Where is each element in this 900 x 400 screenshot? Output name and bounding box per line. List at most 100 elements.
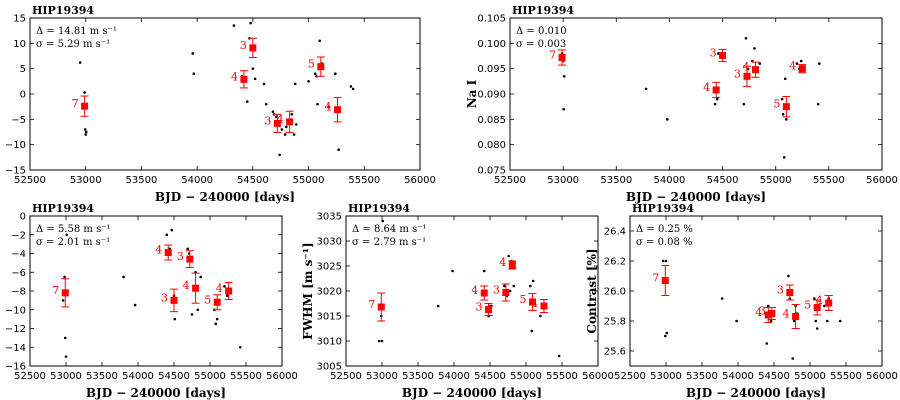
raw-data-point bbox=[661, 259, 665, 263]
binned-data-point bbox=[825, 299, 833, 307]
y-tick-label: 0.100 bbox=[477, 39, 506, 50]
y-tick-label: 3015 bbox=[317, 312, 342, 323]
raw-data-point bbox=[327, 105, 330, 108]
delta-annotation: Δ = 8.64 m s⁻¹ bbox=[352, 224, 426, 235]
raw-data-point bbox=[63, 336, 67, 340]
raw-data-point bbox=[190, 313, 194, 316]
raw-data-point bbox=[83, 91, 86, 94]
raw-data-point bbox=[191, 52, 194, 55]
bin-count-label: 3 bbox=[161, 291, 168, 304]
y-tick-label: 26.4 bbox=[604, 227, 626, 238]
bin-count-label: 3 bbox=[777, 284, 784, 297]
raw-data-point bbox=[196, 308, 200, 312]
bin-count-label: 4 bbox=[231, 70, 238, 83]
binned-data-point bbox=[508, 261, 516, 269]
raw-data-point bbox=[785, 118, 788, 121]
y-tick-label: −8 bbox=[11, 287, 26, 298]
y-tick-label: 15 bbox=[13, 14, 26, 25]
y-tick-label: 0.075 bbox=[477, 166, 506, 177]
raw-data-point bbox=[813, 297, 816, 300]
binned-data-point bbox=[192, 284, 200, 292]
raw-data-point bbox=[63, 275, 66, 279]
raw-data-point bbox=[214, 322, 218, 326]
raw-data-point bbox=[307, 80, 310, 83]
raw-data-point bbox=[78, 61, 82, 64]
raw-data-point bbox=[292, 133, 296, 136]
raw-data-point bbox=[529, 284, 532, 288]
y-tick-label: −2 bbox=[11, 230, 26, 241]
raw-data-point bbox=[436, 304, 440, 308]
x-tick-label: 54500 bbox=[758, 371, 790, 382]
raw-data-point bbox=[562, 74, 566, 78]
raw-data-point bbox=[508, 289, 512, 293]
x-tick-label: 54000 bbox=[722, 371, 754, 382]
raw-data-point bbox=[186, 247, 189, 251]
x-tick-label: 52500 bbox=[330, 371, 362, 382]
binned-data-point bbox=[377, 303, 385, 311]
y-tick-label: 0.095 bbox=[477, 64, 506, 75]
binned-data-point bbox=[743, 72, 751, 80]
panel-contrast: 52500 53000 53500 54000 54500 55000 55500 56000… bbox=[585, 202, 898, 400]
raw-data-point bbox=[482, 269, 486, 273]
x-tick-label: 52500 bbox=[494, 175, 526, 186]
x-tick-label: 55000 bbox=[510, 371, 542, 382]
raw-data-point bbox=[742, 102, 746, 106]
chart-title: HIP19394 bbox=[512, 4, 574, 17]
delta-annotation: Δ = 0.25 % bbox=[636, 224, 693, 235]
binned-data-point bbox=[286, 118, 294, 126]
raw-data-point bbox=[715, 97, 719, 101]
y-tick-label: 3025 bbox=[317, 262, 342, 273]
raw-data-point bbox=[377, 339, 381, 343]
bin-count-label: 3 bbox=[177, 250, 184, 263]
y-axis-label: Contrast [%] bbox=[585, 248, 599, 333]
raw-data-point bbox=[271, 110, 275, 114]
y-tick-label: −10 bbox=[5, 305, 26, 316]
y-tick-label: 3035 bbox=[317, 212, 342, 223]
binned-data-point bbox=[81, 102, 89, 110]
raw-data-point bbox=[530, 329, 534, 333]
raw-data-point bbox=[799, 59, 803, 63]
binned-data-point bbox=[782, 103, 790, 111]
raw-data-point bbox=[451, 269, 454, 273]
raw-data-point bbox=[83, 128, 87, 131]
x-tick-label: 55500 bbox=[230, 371, 262, 382]
chart-title: HIP19394 bbox=[32, 202, 94, 215]
binned-data-point bbox=[249, 44, 257, 52]
binned-data-point bbox=[752, 66, 760, 74]
binned-data-point bbox=[480, 289, 488, 297]
bin-count-label: 3 bbox=[710, 46, 717, 59]
raw-data-point bbox=[245, 100, 249, 103]
raw-data-point bbox=[349, 85, 353, 88]
raw-data-point bbox=[199, 275, 202, 279]
x-tick-label: 52500 bbox=[614, 371, 646, 382]
raw-data-point bbox=[334, 72, 337, 76]
bin-count-label: 5 bbox=[308, 58, 315, 71]
bin-count-label: 5 bbox=[804, 299, 811, 312]
delta-annotation: Δ = 0.010 bbox=[516, 26, 567, 37]
raw-data-point bbox=[264, 102, 268, 106]
y-tick-label: 3005 bbox=[317, 362, 342, 373]
binned-data-point bbox=[764, 311, 772, 319]
binned-data-point bbox=[225, 287, 233, 295]
raw-data-point bbox=[769, 319, 773, 323]
bin-count-label: 4 bbox=[743, 61, 750, 74]
y-tick-label: −4 bbox=[11, 249, 26, 260]
x-tick-label: 53500 bbox=[402, 371, 434, 382]
raw-data-point bbox=[666, 118, 669, 121]
y-tick-label: −10 bbox=[5, 140, 26, 151]
bin-count-label: 4 bbox=[183, 279, 190, 292]
y-tick-label: −16 bbox=[5, 362, 26, 373]
y-tick-label: 0.105 bbox=[477, 14, 506, 25]
binned-data-point bbox=[240, 75, 248, 83]
binned-data-point bbox=[61, 289, 69, 297]
raw-data-point bbox=[315, 74, 318, 78]
raw-data-point bbox=[838, 319, 842, 323]
bin-count-label: 4 bbox=[277, 113, 284, 126]
raw-data-point bbox=[539, 314, 542, 318]
x-tick-label: 53500 bbox=[86, 371, 118, 382]
binned-data-point bbox=[813, 304, 821, 311]
raw-data-point bbox=[512, 284, 516, 288]
chart-title: HIP19394 bbox=[348, 202, 410, 215]
